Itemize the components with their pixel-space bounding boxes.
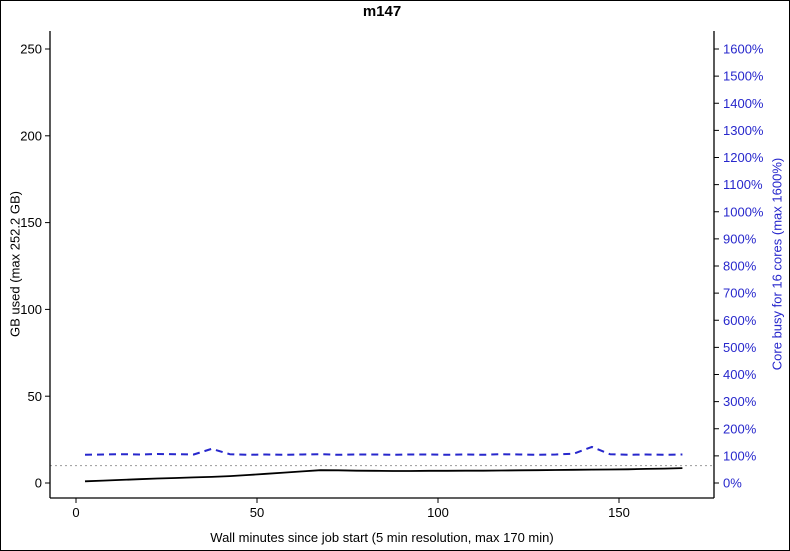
right-axis-tick-label: 300% <box>723 394 757 409</box>
right-axis-tick-label: 1100% <box>723 177 763 192</box>
x-axis-tick-label: 150 <box>608 505 630 520</box>
right-axis-tick-label: 0% <box>723 476 742 491</box>
gb-used-line <box>84 467 683 483</box>
right-axis-tick-label: 900% <box>723 231 757 246</box>
core-busy-line <box>84 445 683 456</box>
right-axis-tick-label: 1600% <box>723 42 764 57</box>
left-axis-tick-label: 50 <box>28 389 42 404</box>
x-axis-title: Wall minutes since job start (5 min reso… <box>210 530 554 545</box>
chart-title: m147 <box>362 3 402 20</box>
right-axis-tick-label: 1200% <box>723 150 764 165</box>
right-axis-tick-label: 500% <box>723 340 757 355</box>
left-axis-tick-label: 100 <box>20 302 42 317</box>
left-axis-tick-label: 250 <box>20 42 42 57</box>
right-axis-tick-label: 600% <box>723 313 757 328</box>
x-axis-tick-label: 0 <box>72 505 79 520</box>
x-axis-tick-label: 100 <box>427 505 449 520</box>
left-axis-tick-label: 150 <box>20 215 42 230</box>
right-axis-tick-label: 100% <box>723 448 757 463</box>
left-axis-tick-label: 200 <box>20 128 42 143</box>
x-axis-tick-label: 50 <box>250 505 264 520</box>
left-axis-tick-label: 0 <box>35 476 42 491</box>
left-axis-title: GB used (max 252.2 GB) <box>7 191 23 337</box>
right-axis-tick-label: 1300% <box>723 123 764 138</box>
right-axis-tick-label: 400% <box>723 367 757 382</box>
right-axis-tick-label: 1500% <box>723 69 764 84</box>
right-axis-tick-label: 200% <box>723 421 757 436</box>
right-axis-tick-label: 1400% <box>723 96 764 111</box>
right-axis-tick-label: 1000% <box>723 204 764 219</box>
right-axis-tick-label: 800% <box>723 259 757 274</box>
right-axis-tick-label: 700% <box>723 286 757 301</box>
right-axis-title: Core busy for 16 cores (max 1600%) <box>769 157 785 371</box>
